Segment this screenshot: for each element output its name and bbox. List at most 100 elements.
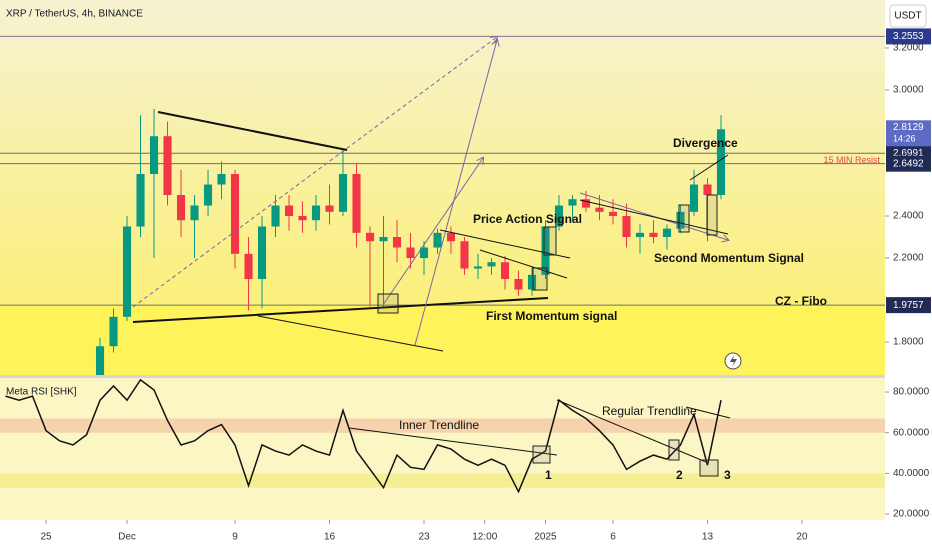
trendline <box>439 229 571 259</box>
candle-body <box>338 174 348 212</box>
x-tick-label: 9 <box>232 532 238 543</box>
rsi-line <box>5 378 722 494</box>
signal-box <box>678 204 690 233</box>
x-tick-label: 2025 <box>534 532 557 543</box>
annotation: 2 <box>676 468 683 482</box>
candle-body <box>392 237 402 248</box>
currency-button[interactable] <box>889 4 927 28</box>
chart-title: XRP / TetherUS, 4h, BINANCE <box>6 9 143 20</box>
countdown: 14:26 <box>893 134 916 144</box>
last-price: 2.8129 <box>893 122 924 133</box>
candle-body <box>608 211 618 217</box>
rsi-box <box>668 439 680 461</box>
annotation: Price Action Signal <box>473 212 582 226</box>
rsi-trendline <box>348 427 558 456</box>
candle-body <box>311 205 321 221</box>
rsi-title: Meta RSI [SHK] <box>6 387 77 398</box>
candle-body <box>298 216 307 221</box>
currency: USDT <box>894 11 921 22</box>
last-price-bg <box>886 120 931 147</box>
rsi-box <box>699 459 719 477</box>
candle-body <box>163 136 172 196</box>
signal-box <box>706 194 718 236</box>
candle-body <box>689 184 699 212</box>
candle-body <box>284 205 294 217</box>
price-axis-bg <box>885 0 932 550</box>
candle-body <box>595 207 604 212</box>
x-tick-label: 16 <box>324 532 336 543</box>
projection <box>414 40 497 346</box>
candle-body <box>433 232 442 248</box>
candle-body <box>568 199 577 206</box>
candle-body <box>352 174 361 233</box>
candle-body <box>703 184 712 196</box>
drawings <box>132 37 742 477</box>
time-axis-bg <box>0 520 885 550</box>
x-tick-label: 25 <box>40 532 52 543</box>
candle-body <box>271 205 280 227</box>
rsi <box>5 378 722 494</box>
candle-body <box>446 232 456 242</box>
candles <box>95 108 726 375</box>
candle-body <box>203 184 213 206</box>
candle-body <box>176 195 186 221</box>
trendline <box>157 111 348 151</box>
annotation: 1 <box>545 468 552 482</box>
candle-body <box>244 253 253 280</box>
projection <box>132 37 497 308</box>
candle-body <box>514 279 523 290</box>
x-tick-label: Dec <box>118 532 136 543</box>
y-tick-label: 2.2000 <box>893 253 924 264</box>
candle-body <box>325 205 334 212</box>
annotation: Inner Trendline <box>399 418 479 432</box>
level-label: 2.6492 <box>893 158 924 169</box>
y-tick-label: 40.0000 <box>893 468 930 479</box>
annotation: Divergence <box>673 136 738 150</box>
candle-body <box>122 226 132 317</box>
candle-body <box>460 241 469 269</box>
y-tick-label: 3.2000 <box>893 43 924 54</box>
level-label-bg <box>886 155 931 172</box>
candle-body <box>419 247 429 259</box>
projection <box>382 158 483 306</box>
candle-body <box>581 199 591 208</box>
level-label: 2.6991 <box>893 148 924 159</box>
candle-body <box>230 174 240 254</box>
rsi-box <box>532 445 551 464</box>
candle-body <box>527 274 537 290</box>
trendline <box>257 315 444 352</box>
candle-body <box>473 266 483 269</box>
annotation: Regular Trendline <box>602 404 697 418</box>
candle-body <box>109 316 118 347</box>
signal-box <box>377 293 399 314</box>
candle-body <box>554 205 564 227</box>
y-tick-label: 80.0000 <box>893 387 930 398</box>
candle-body <box>217 174 226 185</box>
candle-body <box>649 232 658 238</box>
candle-body <box>676 211 685 229</box>
candle-body <box>500 262 510 280</box>
x-tick-label: 23 <box>418 532 430 543</box>
level-label-bg <box>886 28 931 45</box>
annotation: CZ - Fibo <box>775 294 827 308</box>
annotation: Second Momentum Signal <box>654 251 804 265</box>
y-tick-label: 1.8000 <box>893 337 924 348</box>
candle-body <box>95 346 105 375</box>
annotation: 3 <box>724 468 731 482</box>
level-label-bg <box>886 297 931 314</box>
rsi-trendline <box>685 406 731 419</box>
trendline <box>579 199 729 235</box>
level-label: 3.2553 <box>893 31 924 42</box>
y-tick-label: 20.0000 <box>893 509 930 520</box>
pane-separator <box>0 375 885 378</box>
x-tick-label: 12:00 <box>472 532 497 543</box>
rsi-band <box>0 473 885 488</box>
candle-body <box>662 228 672 238</box>
annotation: First Momentum signal <box>486 309 617 323</box>
divergence-line <box>689 154 729 181</box>
candle-body <box>379 237 388 242</box>
y-tick-label: 3.0000 <box>893 85 924 96</box>
x-tick-label: 13 <box>702 532 714 543</box>
